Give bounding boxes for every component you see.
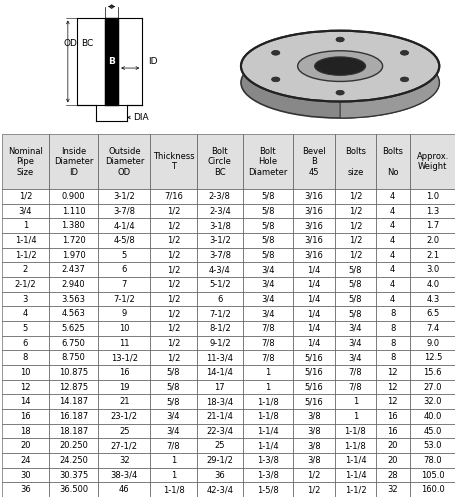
Ellipse shape: [399, 77, 408, 82]
Text: OD: OD: [63, 39, 77, 48]
Text: DIA: DIA: [133, 113, 149, 122]
Text: BC: BC: [81, 39, 93, 48]
Text: B: B: [108, 57, 115, 66]
Ellipse shape: [335, 90, 344, 95]
Polygon shape: [339, 31, 438, 118]
Text: T: T: [108, 0, 114, 1]
Ellipse shape: [297, 51, 382, 82]
Ellipse shape: [314, 57, 365, 76]
Ellipse shape: [399, 51, 408, 55]
Ellipse shape: [240, 31, 438, 101]
Ellipse shape: [271, 77, 279, 82]
Ellipse shape: [271, 51, 279, 55]
Ellipse shape: [335, 37, 344, 42]
Text: ID: ID: [148, 57, 157, 66]
Ellipse shape: [297, 67, 382, 98]
Ellipse shape: [240, 47, 438, 118]
